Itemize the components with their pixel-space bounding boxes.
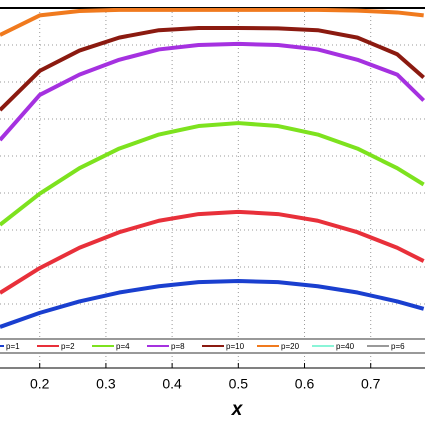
- x-tick-label: 0.4: [162, 376, 182, 392]
- x-axis-label: x: [231, 399, 244, 420]
- legend-label: p=8: [171, 342, 185, 351]
- series-line: [0, 279, 425, 329]
- series-line: [0, 121, 425, 227]
- series-line: [0, 209, 425, 295]
- legend-label: p=1: [6, 342, 20, 351]
- legend-label: p=20: [281, 342, 300, 351]
- x-tick-label: 0.6: [295, 376, 315, 392]
- legend-label: p=10: [226, 342, 245, 351]
- x-tick-label: 0.2: [30, 376, 50, 392]
- x-tick-label: 0.5: [229, 376, 249, 392]
- legend-label: p=4: [116, 342, 130, 351]
- legend-label: p=40: [336, 342, 355, 351]
- series-line: [0, 41, 425, 142]
- series-line: [0, 8, 424, 37]
- x-tick-label: 0.7: [361, 376, 381, 392]
- x-tick-label: 0.3: [96, 376, 116, 392]
- legend-label: p=2: [61, 342, 75, 351]
- series-line: [0, 25, 425, 112]
- legend-label: p=6: [391, 342, 405, 351]
